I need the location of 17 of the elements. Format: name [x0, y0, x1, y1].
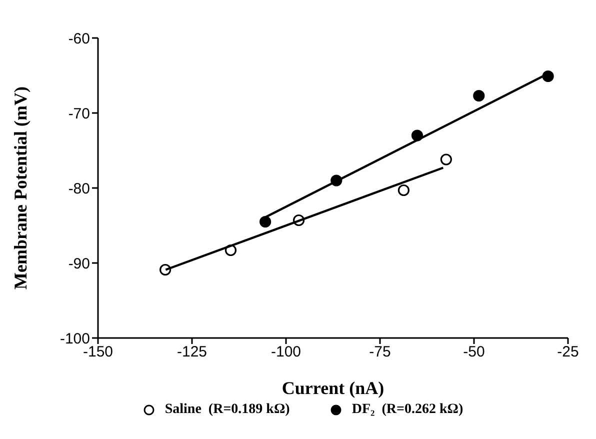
x-tick-label: -25 — [557, 344, 579, 361]
x-axis-title: Current (nA) — [282, 378, 384, 398]
y-tick-label: -70 — [68, 105, 90, 122]
legend-label: Saline (R=0.189 kΩ) — [164, 402, 290, 418]
y-axis-title: Membrane Potential (mV) — [10, 86, 30, 290]
point — [473, 90, 485, 102]
point — [260, 216, 272, 228]
legend-label: DF₂ (R=0.262 kΩ) — [352, 402, 464, 418]
x-tick-label: -100 — [270, 344, 302, 361]
x-tick-label: -75 — [369, 344, 391, 361]
y-tick-label: -80 — [68, 180, 90, 198]
y-tick-label: -60 — [68, 30, 90, 48]
point — [398, 184, 410, 196]
x-tick-label: -50 — [463, 344, 485, 361]
x-tick-label: -125 — [176, 344, 208, 361]
y-tick-label: -90 — [68, 255, 90, 272]
point — [440, 154, 452, 166]
